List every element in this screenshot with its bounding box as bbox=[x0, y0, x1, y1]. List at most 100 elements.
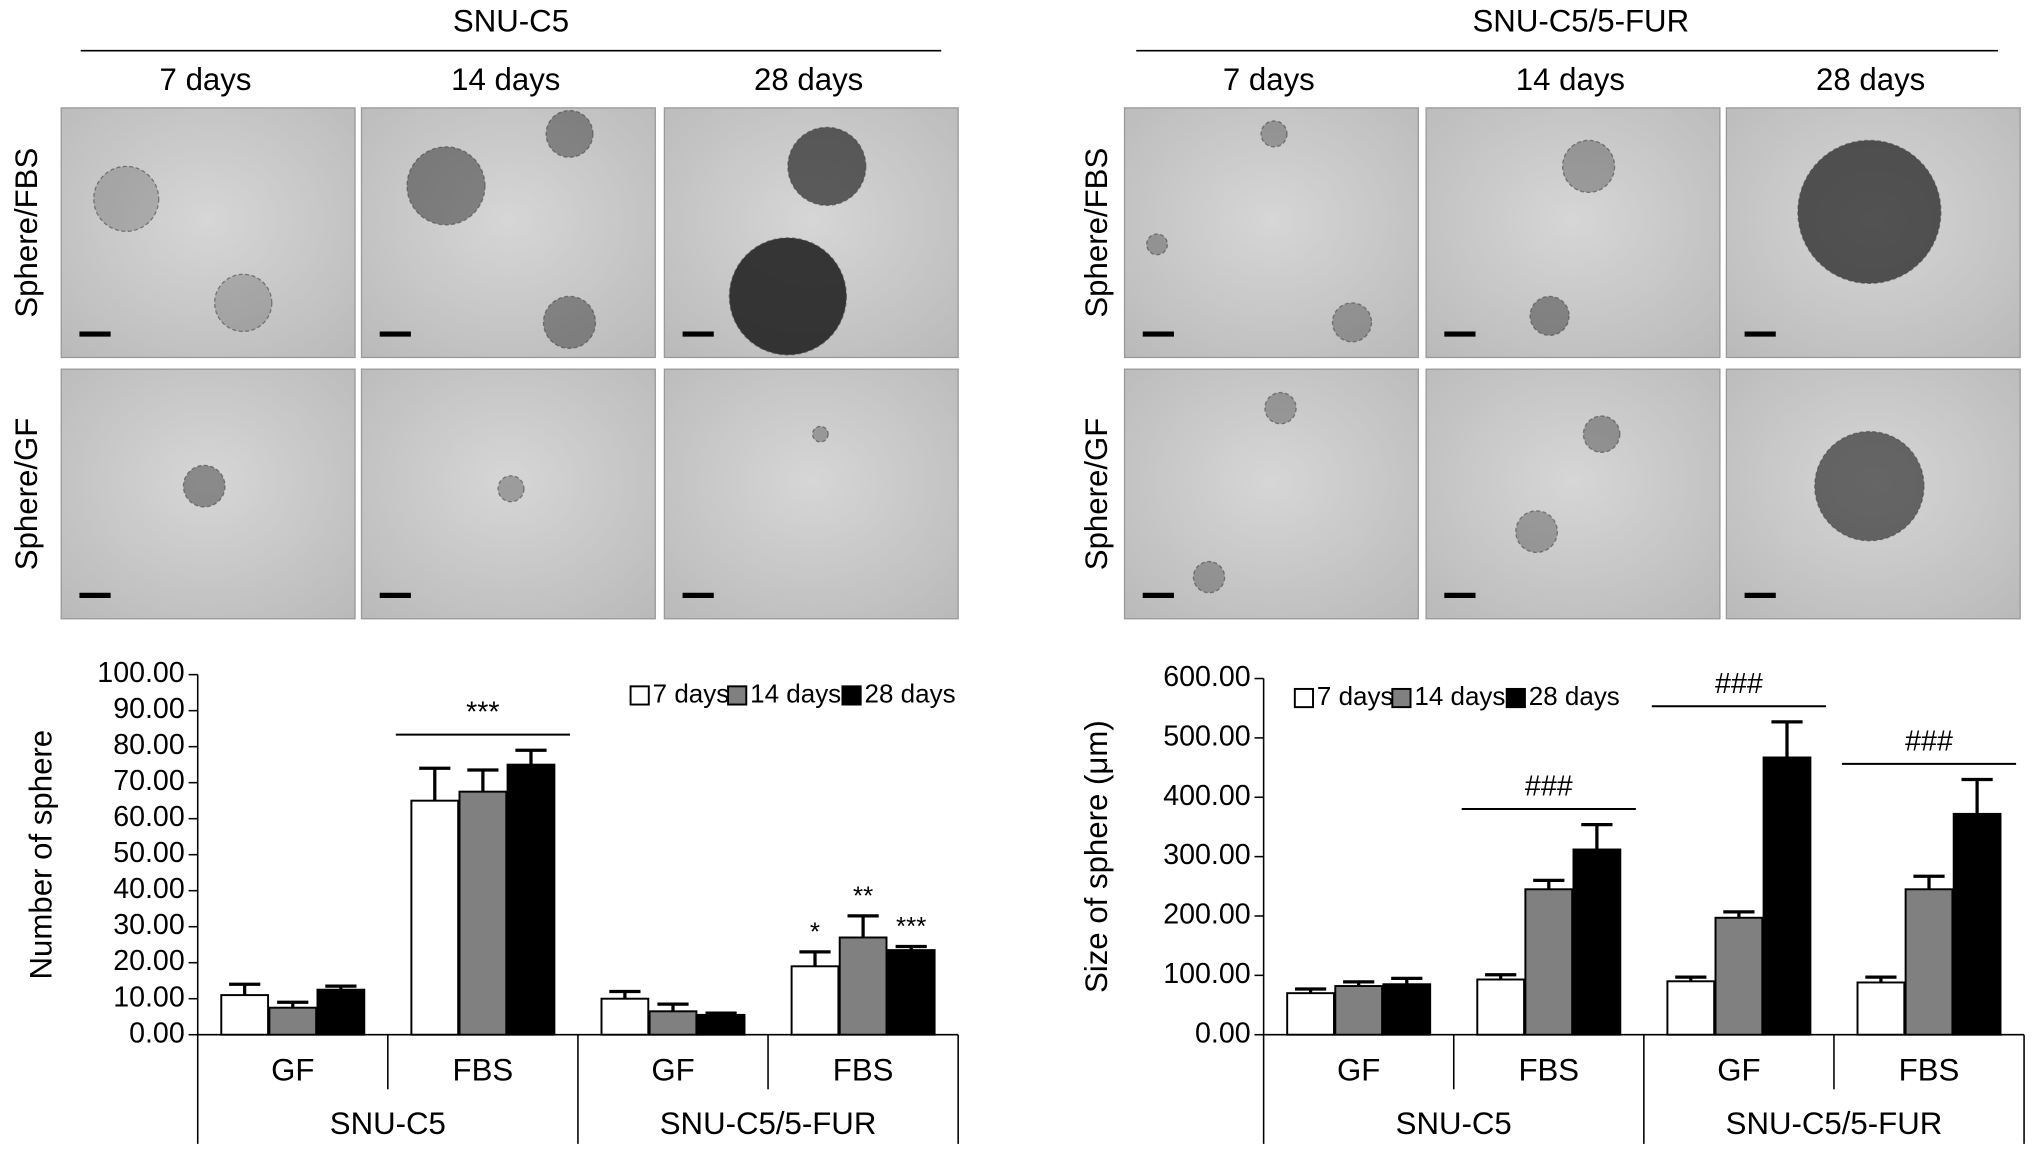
x-tick-label: GF bbox=[1337, 1053, 1380, 1088]
significance-label: ** bbox=[853, 881, 873, 911]
error-bar bbox=[325, 984, 357, 990]
y-tick-label: 100.00 bbox=[1163, 958, 1250, 990]
error-bar bbox=[1913, 874, 1945, 890]
y-tick-label: 200.00 bbox=[1163, 899, 1250, 931]
legend-label: 14 days bbox=[750, 678, 841, 708]
bar bbox=[1714, 916, 1764, 1036]
error-bar bbox=[799, 950, 831, 967]
bar bbox=[1666, 980, 1716, 1036]
x-tick-label: FBS bbox=[1899, 1053, 1960, 1088]
legend-swatch bbox=[1293, 687, 1314, 709]
micrograph bbox=[360, 368, 656, 620]
bar bbox=[458, 790, 508, 1036]
sphere-image bbox=[213, 273, 273, 333]
error-bar bbox=[1865, 975, 1897, 983]
error-bar bbox=[1391, 976, 1423, 985]
y-tick-label: 60.00 bbox=[113, 801, 185, 833]
error-bar bbox=[1961, 777, 1993, 814]
significance-label: ### bbox=[1525, 771, 1573, 803]
error-bar bbox=[609, 989, 641, 999]
error-bar bbox=[277, 1000, 309, 1008]
sphere-image bbox=[497, 475, 525, 503]
significance-label: *** bbox=[896, 911, 926, 941]
error-bar bbox=[847, 914, 879, 938]
y-tick-label: 80.00 bbox=[113, 729, 185, 761]
sphere-image bbox=[93, 165, 160, 233]
y-tick-label: 300.00 bbox=[1163, 839, 1250, 871]
sphere-image bbox=[1814, 430, 1925, 542]
micrograph bbox=[1425, 368, 1721, 620]
y-tick-label: 30.00 bbox=[113, 909, 185, 941]
error-bar bbox=[705, 1011, 737, 1015]
y-tick-label: 10.00 bbox=[113, 981, 185, 1013]
bar bbox=[1952, 812, 2002, 1036]
y-axis-title: Size of sphere (μm) bbox=[1079, 720, 1114, 993]
row-label: Sphere/FBS bbox=[1079, 148, 1114, 318]
bar bbox=[1334, 985, 1384, 1036]
bar bbox=[1286, 992, 1335, 1036]
legend-swatch bbox=[1505, 687, 1526, 709]
bar bbox=[648, 1010, 698, 1036]
error-bar bbox=[1485, 973, 1517, 980]
bar bbox=[506, 763, 556, 1036]
panel-title: SNU-C5 bbox=[453, 4, 569, 39]
error-bar bbox=[1533, 878, 1565, 890]
y-tick-label: 20.00 bbox=[113, 945, 185, 977]
error-bar bbox=[467, 768, 499, 792]
sphere-image bbox=[182, 464, 226, 508]
legend-label: 28 days bbox=[1529, 681, 1620, 711]
error-bar bbox=[1771, 720, 1803, 758]
column-label: 28 days bbox=[754, 62, 863, 97]
x-tick-label: GF bbox=[651, 1053, 694, 1088]
sphere-image bbox=[787, 126, 867, 207]
column-label: 7 days bbox=[160, 62, 252, 97]
sphere-image bbox=[1561, 139, 1616, 194]
sphere-image bbox=[1260, 120, 1288, 148]
error-bar bbox=[1294, 987, 1327, 994]
y-tick-label: 70.00 bbox=[113, 765, 185, 797]
error-bar bbox=[229, 982, 261, 996]
row-label: Sphere/GF bbox=[9, 418, 44, 571]
sphere-image bbox=[406, 146, 486, 226]
bar bbox=[790, 965, 840, 1036]
error-bar bbox=[1723, 910, 1755, 918]
bar bbox=[1476, 978, 1526, 1036]
sphere-image bbox=[1797, 139, 1942, 285]
row-label: Sphere/GF bbox=[1079, 418, 1114, 571]
y-tick-label: 100.00 bbox=[97, 657, 184, 689]
sphere-image bbox=[542, 295, 597, 350]
micrograph bbox=[60, 107, 356, 359]
error-bar bbox=[515, 748, 547, 765]
legend-label: 7 days bbox=[653, 678, 730, 708]
bar bbox=[1856, 981, 1906, 1036]
y-tick-label: 0.00 bbox=[1195, 1017, 1251, 1049]
legend-swatch bbox=[1391, 687, 1412, 709]
bar bbox=[600, 997, 650, 1036]
legend-swatch bbox=[727, 685, 748, 706]
bar bbox=[268, 1006, 318, 1036]
x-tick-label: FBS bbox=[833, 1053, 894, 1088]
x-tick-label: GF bbox=[271, 1053, 314, 1088]
y-tick-label: 600.00 bbox=[1163, 661, 1250, 693]
sphere-image bbox=[1192, 560, 1226, 594]
error-bar bbox=[1343, 980, 1375, 987]
y-tick-label: 500.00 bbox=[1163, 720, 1250, 752]
error-bar bbox=[419, 766, 451, 801]
micrograph bbox=[1123, 107, 1419, 359]
y-tick-label: 90.00 bbox=[113, 693, 185, 725]
panel-title: SNU-C5/5-FUR bbox=[1473, 4, 1690, 39]
group-label: SNU-C5 bbox=[1396, 1106, 1512, 1141]
error-bar bbox=[657, 1002, 689, 1012]
sphere-image bbox=[545, 109, 594, 158]
sphere-image bbox=[811, 425, 829, 443]
y-tick-label: 0.00 bbox=[129, 1017, 185, 1049]
column-label: 7 days bbox=[1223, 62, 1315, 97]
bar bbox=[316, 988, 366, 1036]
bar bbox=[696, 1013, 746, 1036]
micrograph bbox=[1425, 107, 1721, 359]
group-label: SNU-C5/5-FUR bbox=[660, 1106, 877, 1141]
micrograph bbox=[663, 368, 959, 620]
legend-label: 7 days bbox=[1317, 681, 1394, 711]
sphere-image bbox=[1264, 391, 1297, 425]
y-tick-label: 50.00 bbox=[113, 837, 185, 869]
